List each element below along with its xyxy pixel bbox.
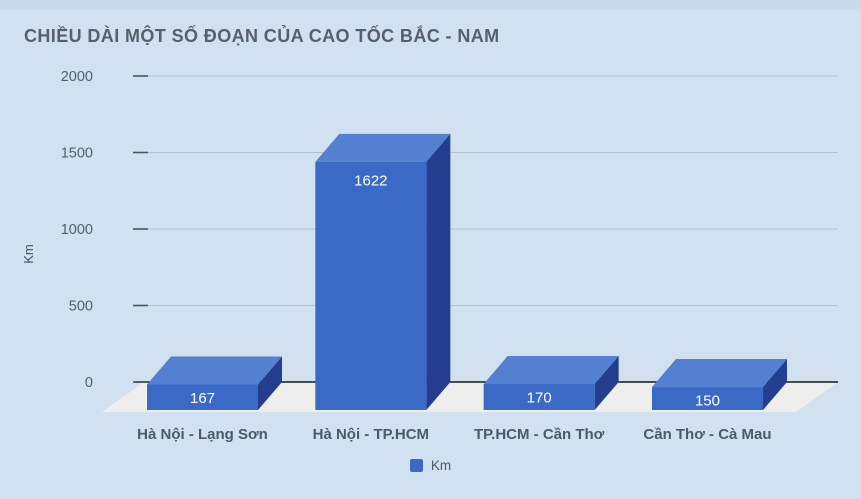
bar-column-0[interactable]: 167 xyxy=(147,356,282,410)
y-tick-label: 1000 xyxy=(61,222,93,238)
bar-front-face xyxy=(147,384,258,410)
bar-side-face xyxy=(594,355,619,410)
bar-value-label: 170 xyxy=(527,389,552,406)
bar-top-face xyxy=(651,359,787,388)
y-tick-label: 1500 xyxy=(61,146,93,162)
category-label: TP.HCM - Cần Thơ xyxy=(474,426,605,443)
bar-column-1[interactable]: 1622 xyxy=(315,133,451,411)
bar-column-3[interactable]: 150 xyxy=(651,359,787,410)
top-strip xyxy=(0,0,861,10)
bar-front-face xyxy=(651,387,763,410)
bar-top-face xyxy=(147,356,282,385)
legend[interactable]: Km xyxy=(0,451,861,479)
category-label: Cần Thơ - Cà Mau xyxy=(643,426,771,443)
y-tick-label: 0 xyxy=(85,375,93,391)
bar-value-label: 150 xyxy=(695,393,720,410)
bar-front-face xyxy=(315,161,427,410)
legend-swatch xyxy=(409,458,423,472)
bar-top-face xyxy=(483,355,619,384)
bar-value-label: 167 xyxy=(190,390,215,407)
bar-side-face xyxy=(426,133,451,411)
chart-title: CHIỀU DÀI MỘT SỐ ĐOẠN CỦA CAO TỐC BẮC - … xyxy=(24,26,500,46)
bar-side-face xyxy=(258,356,282,410)
bar-value-label: 1622 xyxy=(354,172,387,189)
y-tick-label: 500 xyxy=(69,299,93,315)
category-label: Hà Nội - Lạng Sơn xyxy=(137,426,268,443)
legend-label: Km xyxy=(430,457,452,473)
y-tick-label: 2000 xyxy=(61,69,93,85)
bar-column-2[interactable]: 170 xyxy=(483,355,619,410)
bar-top-face xyxy=(315,133,451,162)
bar-front-face xyxy=(483,383,595,410)
y-axis-title: Km xyxy=(21,244,36,264)
bar-side-face xyxy=(762,359,787,410)
category-label: Hà Nội - TP.HCM xyxy=(313,426,429,443)
